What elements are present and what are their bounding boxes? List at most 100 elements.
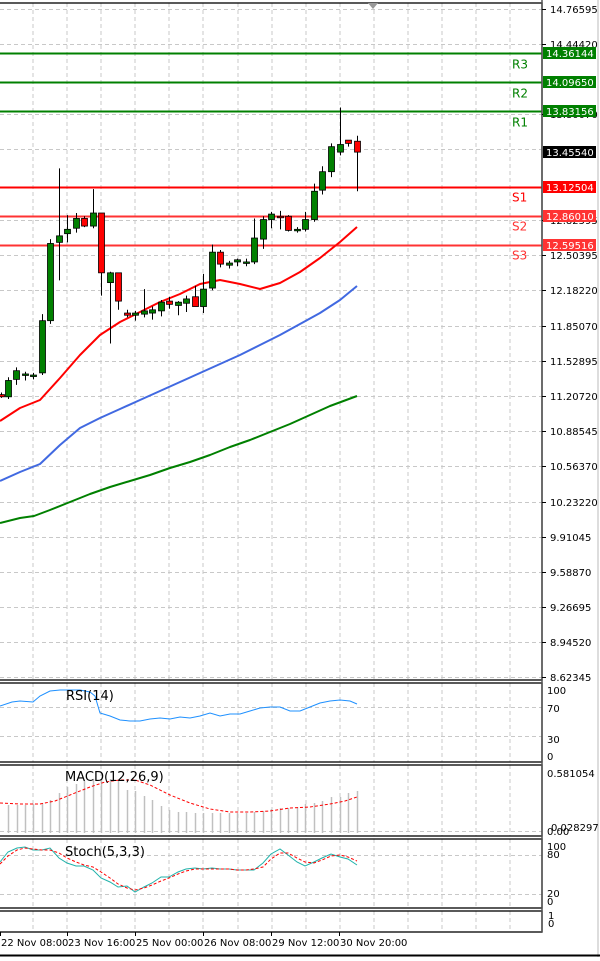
time-axis-label: 26 Nov 08:00 — [204, 938, 271, 949]
candle-bullish — [200, 288, 207, 307]
candle-bearish — [354, 140, 361, 153]
candle-bearish — [124, 312, 131, 316]
moving-average-line-3 — [0, 395, 358, 524]
level-price-tag-text: 13.83156 — [546, 107, 594, 118]
candle-bullish — [47, 243, 54, 322]
stoch-axis-label: 100 — [547, 842, 566, 853]
level-price-tag-s1 — [543, 181, 596, 193]
candle-bullish — [243, 261, 250, 264]
moving-average-line-1 — [0, 226, 358, 422]
level-price-tag-text: 14.36144 — [546, 49, 594, 60]
time-axis-label: 30 Nov 20:00 — [340, 938, 407, 949]
bottom-panel-axis-label: 0 — [548, 919, 554, 930]
candle-bullish — [39, 320, 46, 374]
level-price-tag-text: 12.59516 — [546, 241, 594, 252]
candle-bullish — [5, 380, 12, 398]
candle-bearish — [115, 272, 122, 302]
level-price-tag-s2 — [543, 210, 596, 222]
stoch-axis-label: 0 — [547, 897, 553, 908]
candle-bullish — [141, 310, 148, 315]
price-tick-label: 10.56370 — [550, 462, 598, 473]
rsi-axis-label: 0 — [547, 752, 553, 763]
candle-bullish — [302, 219, 309, 230]
candle-bullish — [183, 298, 190, 304]
candle-bullish — [73, 218, 80, 229]
price-tick-label: 12.50395 — [550, 251, 598, 262]
price-tick-label: 12.18220 — [550, 286, 598, 297]
rsi-axis-label: 30 — [547, 735, 560, 746]
level-price-tag-r1 — [543, 105, 596, 117]
candle-bullish — [22, 373, 29, 376]
rsi-line — [0, 689, 358, 722]
level-label-r2: R2 — [512, 87, 528, 101]
price-tick-label: 9.26695 — [550, 603, 591, 614]
candle-bullish — [226, 262, 233, 266]
bottom-panel-frame — [0, 910, 543, 933]
candle-bullish — [294, 228, 301, 232]
price-tick-label: 11.85070 — [550, 322, 598, 333]
main-panel-frame — [0, 2, 543, 681]
candle-bearish — [0, 394, 5, 398]
indicator-panels — [0, 689, 359, 893]
stoch-main-line — [0, 846, 358, 893]
candle-bearish — [345, 139, 352, 144]
level-label-s3: S3 — [512, 249, 527, 263]
candle-bullish — [337, 144, 344, 153]
stoch-axis-label: 20 — [547, 889, 560, 900]
chart-grid — [0, 3, 542, 932]
macd-axis-top: 0.581054 — [547, 769, 595, 780]
rsi-label: RSI(14) — [66, 689, 114, 704]
price-tick-label: 9.58870 — [550, 568, 591, 579]
current-price-tag-text: 13.45540 — [546, 148, 594, 159]
price-tick-label: 9.91045 — [550, 533, 591, 544]
level-price-tag-r2 — [543, 76, 596, 88]
moving-average-line-2 — [0, 285, 358, 482]
candle-bearish — [192, 296, 199, 307]
candle-bearish — [81, 218, 88, 227]
level-price-tag-s3 — [543, 239, 596, 251]
time-axis-label: 23 Nov 16:00 — [68, 938, 135, 949]
macd-signal-line — [0, 779, 358, 813]
time-axis-label: 25 Nov 00:00 — [136, 938, 203, 949]
level-price-tag-text: 13.12504 — [546, 183, 594, 194]
price-tick-label: 8.94520 — [550, 638, 591, 649]
candle-bearish — [217, 251, 224, 265]
candle-bullish — [107, 272, 114, 284]
candle-bullish — [268, 213, 275, 220]
level-label-s1: S1 — [512, 191, 527, 205]
candle-bullish — [175, 301, 182, 306]
price-tick-label: 10.88545 — [550, 427, 598, 438]
level-label-r1: R1 — [512, 116, 528, 130]
candle-bearish — [277, 215, 284, 219]
candle-bullish — [328, 146, 335, 173]
candle-bullish — [30, 374, 37, 377]
macd-label: MACD(12,26,9) — [65, 770, 164, 785]
candle-bullish — [149, 309, 156, 314]
candle-bullish — [64, 228, 71, 235]
price-tick-label: 10.23220 — [550, 498, 598, 509]
candlestick-series — [0, 107, 361, 399]
candle-bullish — [234, 259, 241, 263]
candle-bearish — [166, 300, 173, 305]
candle-bullish — [158, 301, 165, 312]
macd-axis-zero: 0.00 — [547, 827, 569, 838]
bottom-panel-axis-label: 1 — [548, 911, 554, 922]
level-label-r3: R3 — [512, 58, 528, 72]
level-price-tag-text: 14.09650 — [546, 78, 594, 89]
level-label-s2: S2 — [512, 220, 527, 234]
candle-bullish — [319, 171, 326, 191]
price-tick-label: 14.76595 — [550, 5, 598, 16]
candle-bullish — [13, 370, 20, 380]
chart-labels: RSI(14) MACD(12,26,9) Stoch(5,3,3) — [65, 689, 164, 860]
candle-bullish — [132, 312, 139, 316]
candle-bullish — [209, 251, 216, 289]
stoch-label: Stoch(5,3,3) — [65, 845, 145, 860]
support-resistance-levels: R3 R2 R1 S1 S2 S3 — [0, 52, 542, 263]
rsi-axis-label: 70 — [547, 704, 560, 715]
time-axis-label: 22 Nov 08:00 — [1, 938, 68, 949]
candle-bullish — [56, 235, 63, 243]
chart-shift-marker-icon — [368, 3, 378, 9]
price-tick-label: 11.20720 — [550, 392, 598, 403]
